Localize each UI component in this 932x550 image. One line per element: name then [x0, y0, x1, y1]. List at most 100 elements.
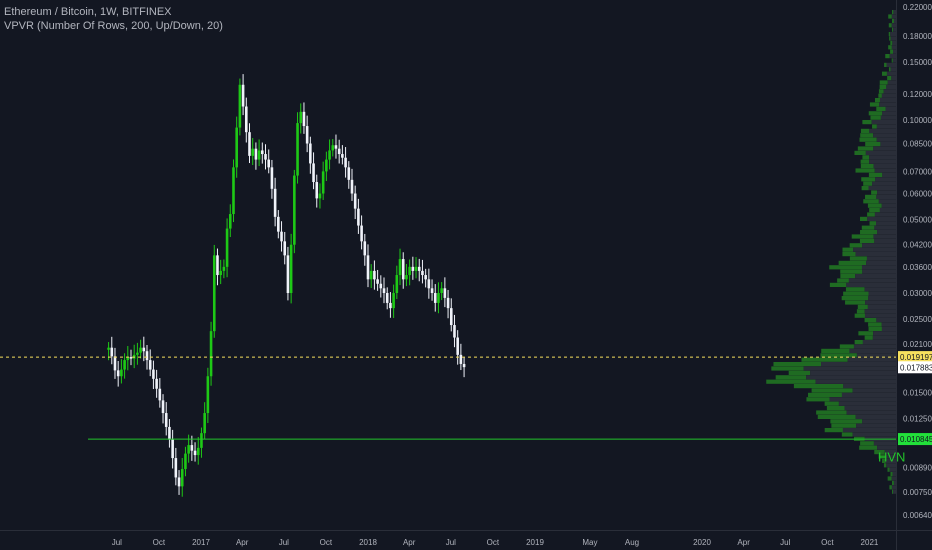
profile-bar-up	[811, 388, 853, 393]
profile-bar-up	[845, 300, 866, 305]
profile-bar-up	[801, 357, 848, 362]
profile-bar-down	[873, 146, 896, 151]
profile-bar-down	[871, 120, 896, 125]
profile-bar-down	[891, 14, 896, 19]
profile-bar-down	[855, 414, 896, 419]
profile-bar-up	[862, 155, 870, 160]
time-tick-label: 2018	[359, 538, 377, 547]
profile-bar-up	[871, 190, 878, 195]
candle-body	[193, 450, 197, 456]
candle-body	[155, 378, 158, 389]
profile-bar-down	[893, 10, 896, 15]
profile-bar-up	[860, 159, 870, 164]
profile-bar-down	[881, 322, 896, 327]
candle-body	[228, 214, 232, 229]
candle-body	[148, 360, 152, 370]
profile-bar-down	[890, 67, 896, 72]
profile-bar-up	[863, 199, 879, 204]
candle-body	[248, 132, 251, 156]
profile-bar-up	[890, 472, 893, 477]
profile-bar-down	[886, 71, 896, 76]
candle-body	[328, 150, 331, 160]
candle-body	[225, 228, 229, 267]
indicator-title[interactable]: VPVR (Number Of Rows, 200, Up/Down, 20)	[4, 20, 223, 32]
candle-body	[382, 288, 386, 294]
profile-bar-up	[820, 353, 857, 358]
profile-bar-up	[826, 406, 845, 411]
candle-body	[110, 347, 114, 357]
candle-body	[244, 106, 248, 133]
profile-bar-down	[876, 194, 896, 199]
profile-bar-up	[868, 111, 883, 116]
symbol-title[interactable]: Ethereum / Bitcoin, 1W, BITFINEX	[4, 6, 172, 18]
profile-bar-up	[788, 370, 811, 375]
profile-bar-up	[860, 128, 870, 133]
profile-bar-up	[837, 278, 849, 283]
profile-bar-down	[886, 62, 896, 67]
profile-bar-down	[893, 27, 896, 32]
profile-bar-down	[842, 428, 896, 433]
candle-body	[305, 126, 309, 144]
profile-bar-up	[860, 216, 868, 221]
profile-bar-down	[867, 216, 896, 221]
candle-body	[331, 145, 335, 151]
profile-bar-down	[872, 335, 896, 340]
time-tick-label: Jul	[446, 538, 456, 547]
profile-bar-up	[842, 252, 856, 257]
profile-bar-up	[878, 89, 884, 94]
profile-bar-down	[876, 318, 896, 323]
candle-body	[161, 400, 165, 414]
candle-body	[264, 154, 267, 160]
candle-body	[299, 111, 303, 124]
profile-bar-down	[880, 142, 896, 147]
profile-bar-up	[892, 27, 894, 32]
profile-bar-up	[890, 40, 893, 45]
candle-body	[405, 275, 408, 280]
candle-body	[174, 458, 178, 478]
profile-bar-up	[892, 10, 894, 15]
candle-body	[350, 179, 354, 194]
profile-bar-up	[857, 146, 874, 151]
profile-bar-down	[891, 485, 896, 490]
profile-bar-up	[879, 80, 888, 85]
candle-body	[424, 275, 427, 280]
profile-bar-up	[888, 32, 891, 37]
profile-bar-up	[889, 36, 891, 41]
profile-bar-up	[816, 410, 847, 415]
profile-bar-down	[880, 115, 896, 120]
profile-bar-up	[841, 296, 869, 301]
profile-bar-down	[829, 397, 896, 402]
profile-bar-down	[815, 379, 896, 384]
profile-bar-down	[862, 243, 896, 248]
profile-bar-down	[882, 111, 896, 116]
time-axis[interactable]: Jul Oct 2017 Apr Jul Oct 2018 Apr Jul Oct 2019 May A…	[0, 530, 932, 548]
candle-body	[408, 266, 411, 276]
candle-body	[126, 357, 130, 361]
candle-body	[190, 445, 194, 451]
profile-bar-up	[808, 392, 842, 397]
profile-bar-up	[883, 463, 887, 468]
chart-legend: Ethereum / Bitcoin, 1W, BITFINEX VPVR (N…	[4, 5, 223, 33]
candle-body	[401, 259, 405, 280]
profile-bar-down	[881, 326, 896, 331]
candle-body	[238, 84, 242, 128]
profile-bar-up	[887, 76, 892, 81]
profile-bar-up	[829, 265, 862, 270]
profile-bar-up	[867, 203, 882, 208]
profile-bar-down	[865, 150, 896, 155]
profile-bar-down	[848, 278, 896, 283]
profile-bar-down	[873, 441, 896, 446]
profile-bar-up	[771, 366, 804, 371]
profile-bar-down	[874, 168, 896, 173]
candle-body	[456, 337, 459, 355]
profile-bar-up	[885, 54, 890, 59]
candle-body	[411, 266, 415, 271]
profile-bar-down	[873, 234, 896, 239]
candle-body	[325, 159, 328, 172]
profile-bar-up	[863, 181, 873, 186]
